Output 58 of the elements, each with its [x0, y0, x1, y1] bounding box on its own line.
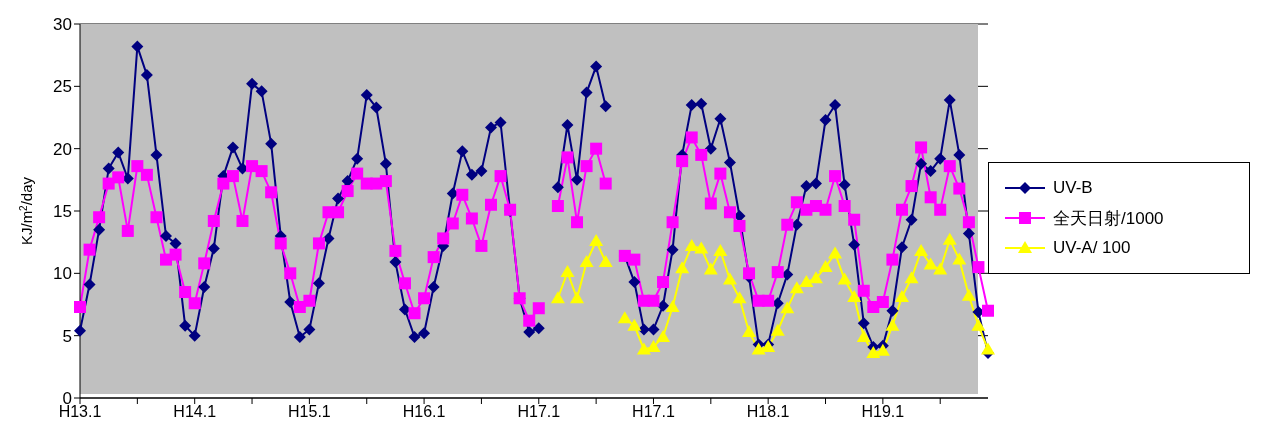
point	[560, 265, 575, 278]
x-tick-label: H17.1	[517, 403, 561, 421]
x-tick-label: H16.1	[402, 403, 446, 421]
point	[570, 291, 585, 304]
point	[818, 260, 833, 273]
x-tick-label: H18.1	[746, 403, 790, 421]
point	[981, 342, 995, 355]
point	[866, 346, 881, 359]
y-tick-label: 30	[53, 15, 72, 35]
point	[732, 291, 747, 304]
point	[627, 318, 642, 331]
point	[722, 272, 737, 285]
legend-label: UV-B	[1053, 178, 1093, 198]
x-tick-label: H19.1	[861, 403, 905, 421]
point	[656, 329, 671, 342]
point	[847, 290, 862, 303]
point	[780, 301, 795, 314]
point	[808, 271, 823, 284]
x-tick-label: H15.1	[288, 403, 331, 421]
point	[828, 246, 843, 259]
point	[837, 272, 852, 285]
point	[617, 311, 632, 324]
point	[589, 233, 604, 246]
point	[742, 324, 757, 337]
point	[894, 290, 909, 303]
point	[856, 329, 871, 342]
legend-label: 全天日射/1000	[1053, 207, 1164, 230]
point	[598, 255, 613, 268]
point	[885, 318, 900, 331]
point	[942, 232, 957, 245]
point	[579, 255, 594, 268]
point	[713, 243, 728, 256]
y-tick-label: 25	[53, 77, 72, 97]
point	[684, 238, 699, 251]
x-tick-label: H17.1	[632, 403, 675, 421]
point	[694, 241, 709, 254]
point	[914, 243, 929, 256]
point	[799, 275, 814, 288]
point	[875, 343, 890, 356]
point	[933, 262, 948, 275]
point	[675, 261, 690, 274]
point	[789, 281, 804, 294]
point	[923, 257, 938, 270]
point	[961, 288, 976, 301]
x-tick-label: H14.1	[173, 403, 217, 421]
y-tick-label: 20	[53, 139, 72, 159]
y-tick-label: 5	[62, 326, 72, 346]
y-tick-label: 15	[53, 202, 72, 222]
point	[703, 262, 718, 275]
point	[952, 252, 967, 265]
point	[665, 299, 680, 312]
point	[904, 271, 919, 284]
y-tick-label: 10	[53, 264, 72, 284]
point	[550, 291, 565, 304]
point	[770, 323, 785, 336]
legend-label: UV-A/ 100	[1053, 238, 1131, 258]
point	[971, 318, 986, 331]
point	[646, 339, 661, 352]
